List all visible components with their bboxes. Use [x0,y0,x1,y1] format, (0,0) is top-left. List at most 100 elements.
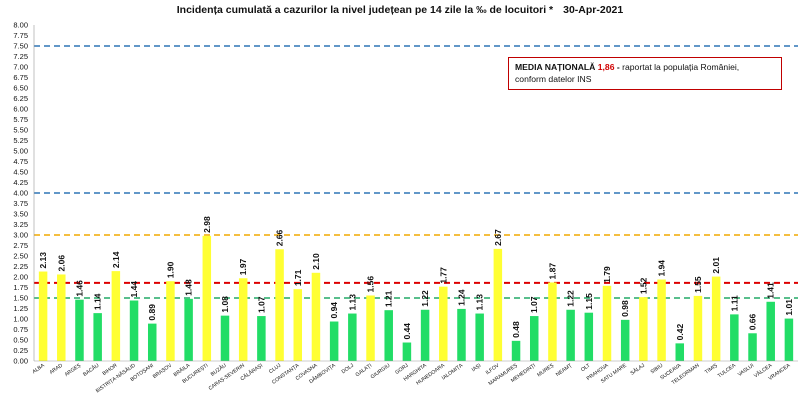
x-tick-label: SĂLAJ [629,362,646,377]
y-tick-label: 3.75 [13,199,28,208]
value-label: 0.42 [675,324,685,341]
value-label: 1.07 [256,296,266,313]
note-value: 1,86 [597,62,615,72]
value-label: 1.87 [547,263,557,280]
bar-32 [602,285,612,361]
reference-lines [34,45,798,299]
bar-30 [566,309,575,361]
chart-title: Incidența cumulată a cazurilor la nivel … [177,4,624,16]
y-tick-label: 6.00 [13,105,28,114]
y-tick-label: 3.50 [13,210,28,219]
value-label: 1.52 [638,277,648,294]
bar-41 [766,301,775,361]
value-label: 2.06 [56,255,66,272]
chart-date: 30-Apr-2021 [563,4,623,16]
bar-18 [348,313,357,361]
bar-38 [711,276,721,361]
value-labels: 2.13 2.06 1.46 1.14 2.14 1.44 0.89 1.90 1.48 2.98… [38,216,794,340]
value-label: 1.14 [93,293,103,310]
y-tick-label: 0.50 [13,336,28,345]
value-label: 1.94 [657,260,667,277]
note-dash: - [614,62,623,72]
bar-8 [166,281,175,361]
y-tick-label: 1.75 [13,283,28,292]
x-tick-label: ARGEȘ [64,362,83,378]
y-tick-label: 2.25 [13,262,28,271]
bar-21 [402,342,412,361]
national-average-note: MEDIA NAȚIONALĂ 1,86 - raportat la popul… [508,57,782,90]
value-label: 2.13 [38,252,48,269]
y-tick-label: 4.75 [13,157,28,166]
bar-31 [584,312,594,361]
bar-28 [529,316,539,361]
bar-9 [184,298,193,361]
y-tick-label: 5.50 [13,126,28,135]
x-tick-label: NEAMȚ [555,362,574,378]
value-label: 1.07 [529,296,539,313]
chart-title-text: Incidența cumulată a cazurilor la nivel … [177,4,554,16]
value-label: 1.55 [693,276,703,293]
value-label: 2.14 [111,251,121,268]
x-tick-label: OLT [580,362,592,373]
value-label: 1.41 [766,282,776,299]
bar-37 [693,295,703,361]
x-tick-label: ALBA [31,362,46,375]
y-tick-label: 2.00 [13,273,28,282]
value-label: 1.44 [129,281,139,298]
y-tick-label: 6.25 [13,94,28,103]
x-tick-label: VASLUI [737,363,755,378]
y-tick-label: 8.00 [13,21,28,30]
value-label: 1.48 [184,279,194,296]
bar-39 [730,314,739,361]
x-tick-label: IAȘI [471,363,482,374]
bar-25 [475,313,484,361]
y-tick-label: 0.00 [13,357,28,366]
value-label: 0.89 [147,304,157,321]
value-label: 0.98 [620,300,630,317]
bar-10 [202,235,212,361]
y-tick-label: 2.75 [13,241,28,250]
y-tick-label: 7.25 [13,52,28,61]
y-tick-label: 0.25 [13,346,28,355]
y-tick-label: 4.50 [13,168,28,177]
y-axis: 0.00 0.250.50 0.751.00 1.251.50 1.752.00 2.25… [13,21,35,366]
x-tick-label: MUREȘ [536,362,555,378]
bar-40 [748,333,757,361]
bar-2 [57,274,66,361]
bar-17 [329,321,339,361]
value-label: 1.11 [729,295,739,311]
x-tick-label: TULCEA [717,362,738,379]
value-label: 0.48 [511,321,521,338]
bar-4 [93,313,102,361]
value-label: 0.94 [329,302,339,319]
bar-20 [384,310,393,361]
y-tick-label: 1.25 [13,304,28,313]
y-tick-label: 7.00 [13,63,28,72]
bar-24 [457,308,466,361]
x-tick-label: BRAȘOV [152,362,174,380]
y-tick-label: 5.25 [13,136,28,145]
value-label: 2.10 [311,253,321,270]
note-label: MEDIA NAȚIONALĂ [515,62,596,72]
value-label: 2.98 [202,216,212,233]
x-tick-label: GIURGIU [370,363,392,381]
y-tick-label: 4.25 [13,178,28,187]
value-label: 1.97 [238,258,248,275]
value-label: 2.67 [493,229,503,246]
y-tick-label: 5.00 [13,147,28,156]
value-label: 1.22 [566,290,576,307]
value-label: 1.08 [220,296,230,313]
y-tick-label: 4.00 [13,189,28,198]
value-label: 1.13 [475,294,485,311]
bar-7 [147,323,157,361]
value-label: 1.15 [584,293,594,310]
y-tick-label: 6.75 [13,73,28,82]
value-label: 1.90 [165,261,175,278]
y-tick-label: 0.75 [13,325,28,334]
y-tick-label: 6.50 [13,84,28,93]
bar-1 [38,271,48,361]
bar-3 [75,299,84,361]
bar-13 [257,316,266,361]
bars [38,235,794,361]
